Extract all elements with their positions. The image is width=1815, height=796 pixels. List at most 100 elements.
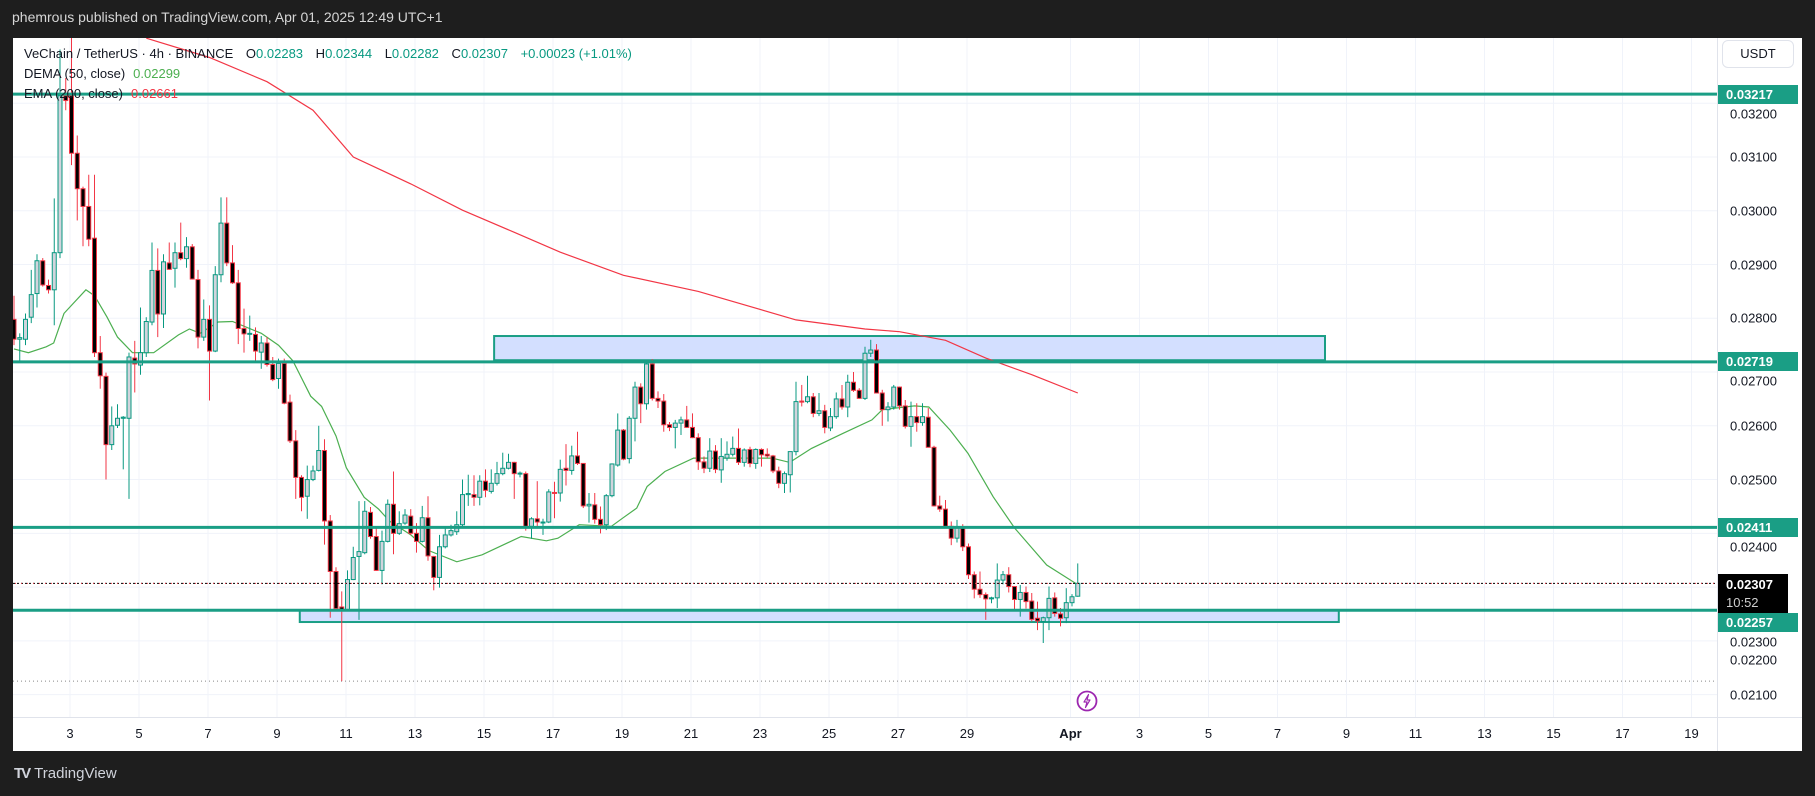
candle-up[interactable] (356, 551, 362, 557)
candle-up[interactable] (644, 363, 649, 405)
candle-up[interactable] (529, 518, 534, 527)
candle-down[interactable] (580, 462, 586, 507)
candle-down[interactable] (638, 386, 644, 405)
candle-up[interactable] (1040, 617, 1046, 622)
candle-down[interactable] (690, 426, 695, 439)
candle-down[interactable] (373, 536, 379, 571)
candle-up[interactable] (845, 381, 851, 408)
symbol-legend-row[interactable]: VeChain / TetherUS · 4h · BINANCE O0.022… (24, 44, 632, 64)
candle-down[interactable] (166, 262, 172, 270)
candle-down[interactable] (914, 416, 920, 424)
candle-up[interactable] (833, 398, 839, 418)
candle-down[interactable] (178, 252, 184, 260)
candle-up[interactable] (1000, 574, 1006, 581)
candle-down[interactable] (80, 188, 86, 207)
candle-down[interactable] (971, 574, 977, 590)
candle-up[interactable] (345, 579, 350, 611)
candle-down[interactable] (235, 282, 241, 329)
candle-down[interactable] (931, 446, 937, 507)
candle-down[interactable] (281, 362, 287, 404)
candle-up[interactable] (494, 473, 500, 484)
candle-down[interactable] (701, 461, 707, 469)
candle-down[interactable] (1023, 591, 1029, 603)
candle-down[interactable] (621, 429, 626, 460)
candle-up[interactable] (753, 448, 759, 464)
candle-down[interactable] (575, 455, 580, 464)
candle-down[interactable] (534, 518, 540, 523)
candle-up[interactable] (569, 455, 575, 471)
candle-up[interactable] (517, 472, 523, 475)
candle-down[interactable] (40, 260, 46, 286)
candle-up[interactable] (23, 318, 28, 340)
candle-down[interactable] (224, 222, 230, 264)
candle-up[interactable] (310, 470, 316, 481)
candle-down[interactable] (1052, 597, 1058, 614)
candle-up[interactable] (488, 482, 494, 492)
candle-down[interactable] (483, 480, 488, 491)
candle-down[interactable] (776, 470, 782, 484)
candle-up[interactable] (793, 401, 799, 453)
candle-up[interactable] (17, 337, 23, 340)
candle-down[interactable] (822, 410, 828, 428)
candle-down[interactable] (713, 450, 718, 470)
candle-up[interactable] (787, 451, 793, 476)
candle-up[interactable] (506, 461, 511, 469)
candle-down[interactable] (684, 419, 690, 428)
candle-down[interactable] (511, 461, 517, 475)
candle-down[interactable] (92, 237, 97, 354)
candle-up[interactable] (891, 386, 897, 408)
candle-up[interactable] (730, 447, 736, 455)
candle-down[interactable] (270, 364, 276, 381)
candle-down[interactable] (799, 400, 805, 403)
candle-down[interactable] (937, 505, 943, 510)
candle-up[interactable] (626, 417, 632, 460)
candle-down[interactable] (155, 269, 161, 315)
candle-down[interactable] (902, 405, 908, 427)
dema-legend-row[interactable]: DEMA (50, close) 0.02299 (24, 64, 632, 84)
candle-up[interactable] (51, 252, 57, 291)
candle-up[interactable] (1046, 597, 1052, 619)
candle-down[interactable] (195, 279, 201, 338)
candle-down[interactable] (86, 205, 92, 240)
candle-up[interactable] (385, 503, 391, 542)
candle-up[interactable] (477, 480, 483, 498)
candle-down[interactable] (391, 503, 396, 534)
candle-up[interactable] (350, 557, 356, 581)
candle-up[interactable] (816, 410, 822, 414)
candle-down[interactable] (1058, 613, 1063, 619)
candle-up[interactable] (115, 417, 120, 426)
candle-down[interactable] (759, 448, 764, 456)
candle-up[interactable] (908, 416, 914, 427)
candle-up[interactable] (247, 332, 253, 335)
candle-up[interactable] (448, 530, 454, 536)
candle-down[interactable] (293, 440, 299, 478)
candle-up[interactable] (678, 419, 684, 424)
candle-down[interactable] (425, 517, 431, 557)
candle-up[interactable] (603, 495, 609, 526)
candle-up[interactable] (989, 597, 994, 600)
candle-up[interactable] (316, 450, 322, 471)
candle-down[interactable] (977, 588, 983, 596)
candle-up[interactable] (201, 318, 207, 338)
footer-brand[interactable]: TV TradingView (14, 765, 117, 782)
candle-down[interactable] (592, 504, 598, 520)
candle-up[interactable] (184, 246, 189, 260)
candle-up[interactable] (120, 416, 126, 419)
candle-down[interactable] (874, 349, 879, 394)
candle-down[interactable] (69, 95, 74, 154)
candle-up[interactable] (362, 510, 368, 554)
support-resistance-zone[interactable] (298, 609, 1340, 624)
candle-down[interactable] (667, 424, 672, 428)
candle-down[interactable] (368, 511, 373, 538)
candle-up[interactable] (402, 514, 408, 524)
candle-down[interactable] (960, 526, 966, 548)
candle-up[interactable] (862, 352, 868, 399)
candle-up[interactable] (672, 422, 678, 428)
candle-up[interactable] (546, 491, 552, 523)
candle-up[interactable] (632, 386, 638, 419)
candle-down[interactable] (299, 476, 304, 498)
candle-up[interactable] (304, 479, 310, 497)
candle-up[interactable] (615, 429, 621, 466)
candle-up[interactable] (419, 517, 425, 542)
candle-up[interactable] (138, 352, 143, 366)
